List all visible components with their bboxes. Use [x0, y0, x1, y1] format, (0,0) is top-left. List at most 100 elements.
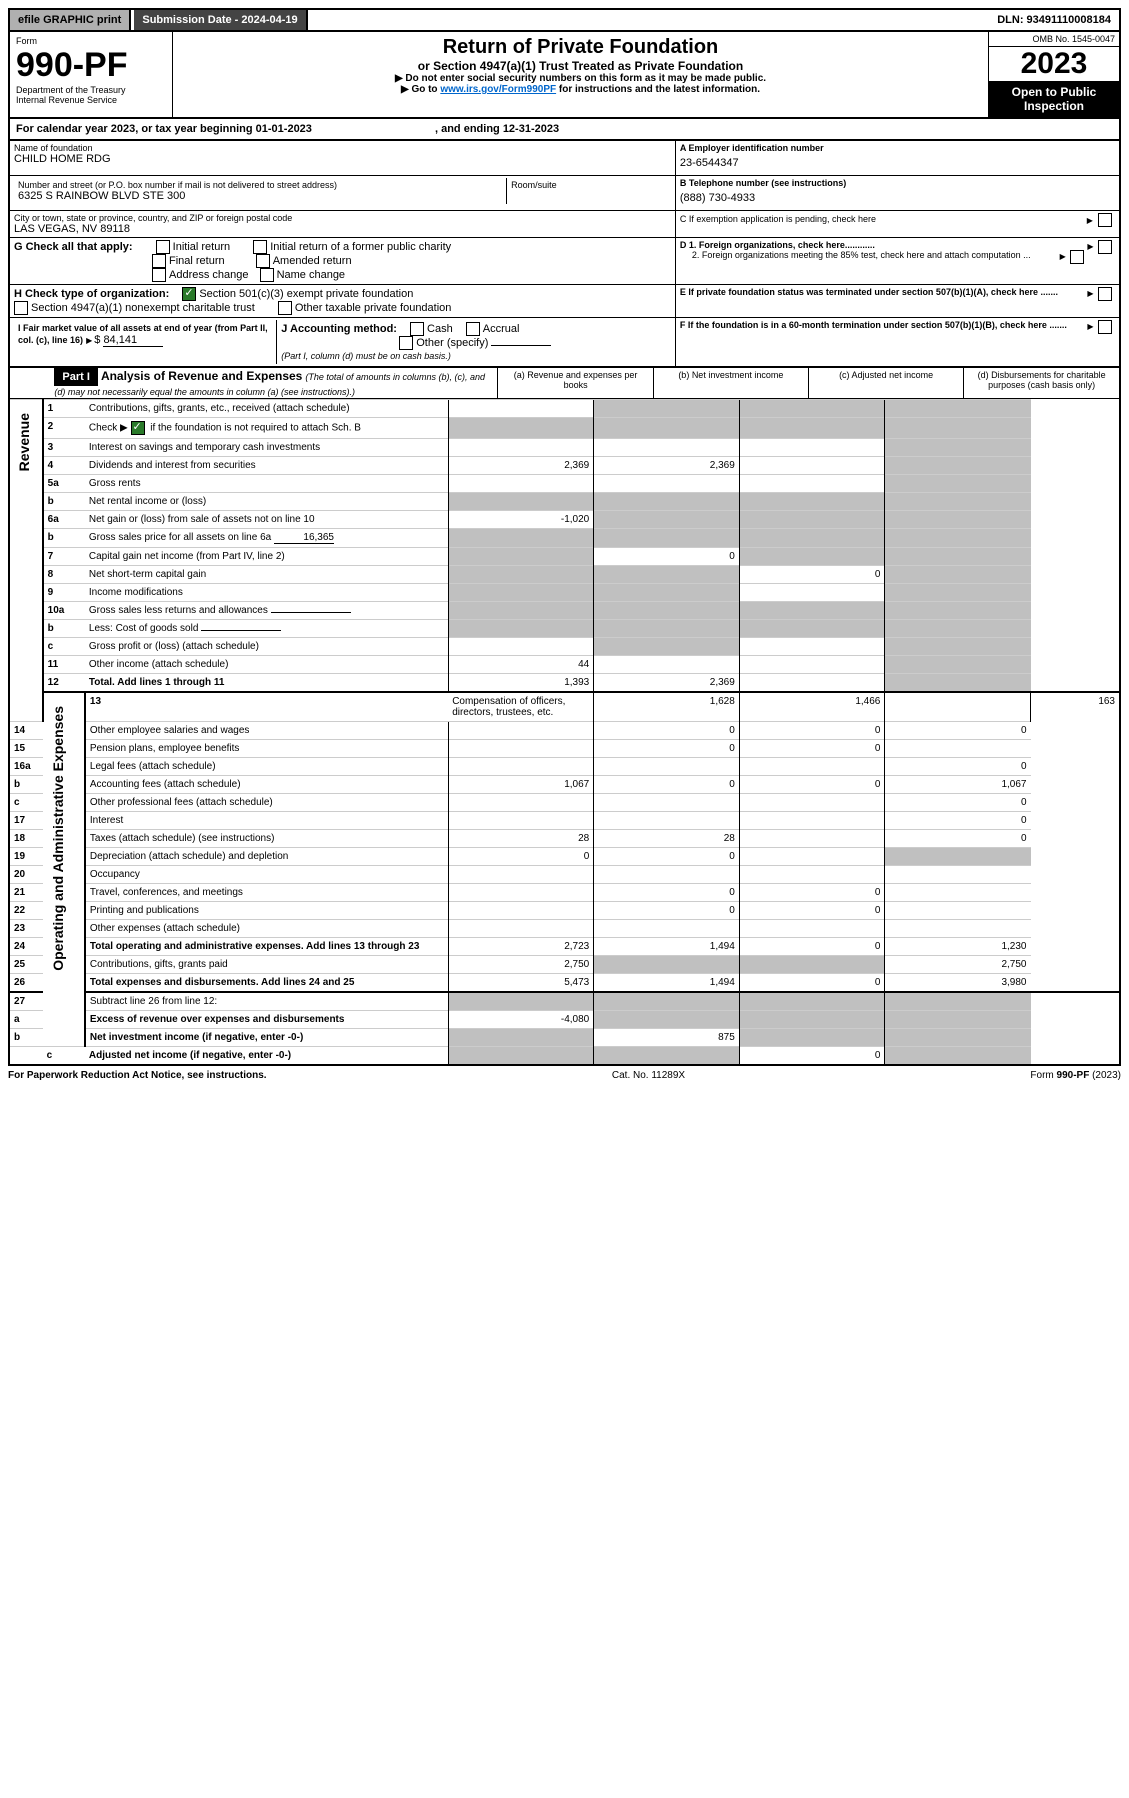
phone-value: (888) 730-4933	[680, 188, 1115, 208]
line-18: Taxes (attach schedule) (see instruction…	[85, 830, 448, 848]
line-8: Net short-term capital gain	[85, 566, 448, 584]
calendar-year-row: For calendar year 2023, or tax year begi…	[10, 119, 1119, 141]
g-initial-former-checkbox[interactable]	[253, 240, 267, 254]
street-address: 6325 S RAINBOW BLVD STE 300	[18, 190, 502, 202]
d1-label: D 1. Foreign organizations, check here..…	[680, 240, 875, 250]
line-1: Contributions, gifts, grants, etc., rece…	[85, 400, 448, 418]
revenue-side-label: Revenue	[14, 403, 34, 481]
line-19: Depreciation (attach schedule) and deple…	[85, 848, 448, 866]
part1-header: Part I Analysis of Revenue and Expenses …	[10, 368, 1119, 399]
city-value: LAS VEGAS, NV 89118	[14, 223, 671, 235]
g-initial-checkbox[interactable]	[156, 240, 170, 254]
form-container: efile GRAPHIC print Submission Date - 20…	[8, 8, 1121, 1066]
g-name-checkbox[interactable]	[260, 268, 274, 282]
form-title: Return of Private Foundation	[179, 36, 982, 59]
j-other-checkbox[interactable]	[399, 336, 413, 350]
line-6b-value: 16,365	[274, 532, 334, 544]
d2-checkbox[interactable]	[1070, 250, 1084, 264]
line-23: Other expenses (attach schedule)	[85, 920, 448, 938]
j-label: J Accounting method:	[281, 323, 397, 335]
line-12: Total. Add lines 1 through 11	[85, 674, 448, 693]
j-note: (Part I, column (d) must be on cash basi…	[281, 351, 451, 361]
i-value: 84,141	[103, 334, 163, 347]
j-cash-checkbox[interactable]	[410, 322, 424, 336]
part1-label: Part I	[54, 368, 98, 386]
line-22: Printing and publications	[85, 902, 448, 920]
form-header: Form 990-PF Department of the Treasury I…	[10, 32, 1119, 119]
e-checkbox[interactable]	[1098, 287, 1112, 301]
entity-block: Name of foundation CHILD HOME RDG A Empl…	[10, 141, 1119, 368]
g-amended-checkbox[interactable]	[256, 254, 270, 268]
opex-side-label: Operating and Administrative Expenses	[48, 696, 68, 981]
h-501c3-checkbox[interactable]	[182, 287, 196, 301]
room-label: Room/suite	[511, 180, 667, 190]
line-27b: Net investment income (if negative, ente…	[85, 1029, 448, 1047]
d2-label: 2. Foreign organizations meeting the 85%…	[692, 250, 1031, 260]
form-note1: ▶ Do not enter social security numbers o…	[179, 73, 982, 84]
instructions-link[interactable]: www.irs.gov/Form990PF	[440, 84, 556, 95]
line-6a: Net gain or (loss) from sale of assets n…	[85, 511, 448, 529]
line-14: Other employee salaries and wages	[85, 722, 448, 740]
name-label: Name of foundation	[14, 143, 671, 153]
irs-label: Internal Revenue Service	[16, 95, 166, 105]
efile-badge: efile GRAPHIC print	[10, 10, 131, 30]
ein-label: A Employer identification number	[680, 143, 1115, 153]
line-5b: Net rental income or (loss)	[85, 493, 448, 511]
line-17: Interest	[85, 812, 448, 830]
line-5a: Gross rents	[85, 475, 448, 493]
line-10c: Gross profit or (loss) (attach schedule)	[85, 638, 448, 656]
line-4: Dividends and interest from securities	[85, 457, 448, 475]
line-20: Occupancy	[85, 866, 448, 884]
tax-year: 2023	[989, 47, 1119, 81]
line-27c: Adjusted net income (if negative, enter …	[85, 1047, 448, 1065]
line-24: Total operating and administrative expen…	[85, 938, 448, 956]
open-inspection: Open to Public Inspection	[989, 81, 1119, 117]
h-4947-checkbox[interactable]	[14, 301, 28, 315]
line-13: Compensation of officers, directors, tru…	[448, 692, 594, 722]
g-final-checkbox[interactable]	[152, 254, 166, 268]
footer-left: For Paperwork Reduction Act Notice, see …	[8, 1070, 267, 1081]
col-b-header: (b) Net investment income	[653, 368, 808, 399]
h-other-checkbox[interactable]	[278, 301, 292, 315]
col-c-header: (c) Adjusted net income	[808, 368, 963, 399]
foundation-name: CHILD HOME RDG	[14, 153, 671, 165]
addr-label: Number and street (or P.O. box number if…	[18, 180, 502, 190]
line-27a: Excess of revenue over expenses and disb…	[85, 1011, 448, 1029]
footer-right: Form 990-PF (2023)	[1030, 1070, 1121, 1081]
f-checkbox[interactable]	[1098, 320, 1112, 334]
f-label: F If the foundation is in a 60-month ter…	[680, 320, 1067, 330]
part1-body: Revenue 1 Contributions, gifts, grants, …	[10, 399, 1119, 1064]
form-note2: ▶ Go to www.irs.gov/Form990PF for instru…	[179, 84, 982, 95]
page-footer: For Paperwork Reduction Act Notice, see …	[8, 1066, 1121, 1085]
line2-checkbox[interactable]	[131, 421, 145, 435]
form-word: Form	[16, 36, 166, 46]
line-11: Other income (attach schedule)	[85, 656, 448, 674]
line-16c: Other professional fees (attach schedule…	[85, 794, 448, 812]
c-label: C If exemption application is pending, c…	[680, 214, 876, 224]
footer-mid: Cat. No. 11289X	[612, 1070, 685, 1081]
city-label: City or town, state or province, country…	[14, 213, 671, 223]
line-26: Total expenses and disbursements. Add li…	[85, 974, 448, 993]
form-number: 990-PF	[16, 46, 166, 85]
d1-checkbox[interactable]	[1098, 240, 1112, 254]
line-16b: Accounting fees (attach schedule)	[85, 776, 448, 794]
phone-label: B Telephone number (see instructions)	[680, 178, 1115, 188]
h-label: H Check type of organization:	[14, 288, 169, 300]
c-checkbox[interactable]	[1098, 213, 1112, 227]
submission-date: Submission Date - 2024-04-19	[134, 10, 307, 30]
ein-value: 23-6544347	[680, 153, 1115, 173]
line-25: Contributions, gifts, grants paid	[85, 956, 448, 974]
col-a-header: (a) Revenue and expenses per books	[498, 368, 653, 399]
col-d-header: (d) Disbursements for charitable purpose…	[964, 368, 1119, 399]
form-subtitle: or Section 4947(a)(1) Trust Treated as P…	[179, 59, 982, 73]
dept-label: Department of the Treasury	[16, 85, 166, 95]
omb-number: OMB No. 1545-0047	[989, 32, 1119, 47]
e-label: E If private foundation status was termi…	[680, 287, 1058, 297]
line-9: Income modifications	[85, 584, 448, 602]
line-27: Subtract line 26 from line 12:	[85, 992, 448, 1011]
line-7: Capital gain net income (from Part IV, l…	[85, 548, 448, 566]
j-accrual-checkbox[interactable]	[466, 322, 480, 336]
top-bar: efile GRAPHIC print Submission Date - 20…	[10, 10, 1119, 32]
g-address-checkbox[interactable]	[152, 268, 166, 282]
dln: DLN: 93491110008184	[989, 10, 1119, 30]
